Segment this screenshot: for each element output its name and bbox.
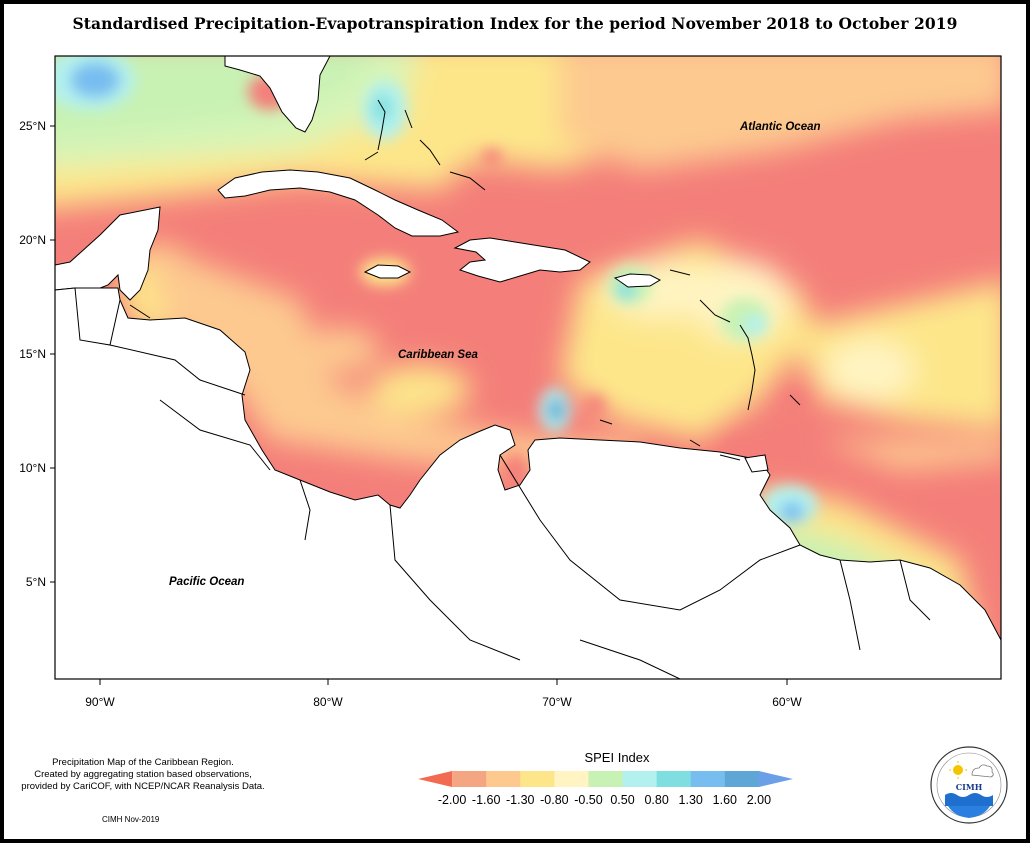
lon-label-70w: 70°W bbox=[542, 695, 572, 709]
cimh-logo: CIMH bbox=[930, 746, 1008, 824]
legend-tick: -1.30 bbox=[506, 793, 535, 807]
legend-tick-labels: -2.00 -1.60 -1.30 -0.80 -0.50 0.50 0.80 … bbox=[438, 793, 771, 807]
map-date: CIMH Nov-2019 bbox=[102, 815, 160, 824]
legend-swatch bbox=[520, 771, 555, 787]
legend-swatch bbox=[758, 771, 793, 787]
legend-tick: -2.00 bbox=[438, 793, 467, 807]
legend-tick: -0.50 bbox=[574, 793, 603, 807]
legend-swatch bbox=[724, 771, 760, 787]
legend-tick: 1.30 bbox=[679, 793, 703, 807]
cloud-icon bbox=[971, 764, 994, 778]
logo-text: CIMH bbox=[956, 782, 983, 792]
label-caribbean-sea: Caribbean Sea bbox=[398, 349, 478, 361]
lon-label-60w: 60°W bbox=[772, 695, 802, 709]
legend-swatch bbox=[452, 771, 487, 787]
waves-icon bbox=[945, 793, 993, 818]
label-pacific-ocean: Pacific Ocean bbox=[169, 576, 244, 588]
map-title: Standardised Precipitation-Evapotranspir… bbox=[72, 14, 958, 33]
label-atlantic-ocean: Atlantic Ocean bbox=[739, 121, 821, 133]
spei-field bbox=[55, 56, 1001, 679]
note-line-1: Precipitation Map of the Caribbean Regio… bbox=[52, 757, 234, 768]
legend-swatch bbox=[418, 771, 453, 787]
legend-swatch bbox=[486, 771, 521, 787]
map-notes: Precipitation Map of the Caribbean Regio… bbox=[8, 757, 278, 793]
lat-label-5n: 5°N bbox=[26, 575, 46, 589]
lat-label-15n: 15°N bbox=[19, 347, 46, 361]
legend-tick: 0.80 bbox=[644, 793, 668, 807]
legend-swatch bbox=[622, 771, 658, 787]
lon-label-80w: 80°W bbox=[313, 695, 343, 709]
legend-swatch bbox=[588, 771, 624, 787]
lat-label-25n: 25°N bbox=[19, 119, 46, 133]
lat-label-20n: 20°N bbox=[19, 233, 46, 247]
legend-title: SPEI Index bbox=[584, 750, 650, 765]
legend-swatch bbox=[554, 771, 589, 787]
lon-label-90w: 90°W bbox=[85, 695, 115, 709]
note-line-2: Created by aggregating station based obs… bbox=[34, 769, 252, 780]
legend-tick: 0.50 bbox=[610, 793, 634, 807]
legend-tick: -1.60 bbox=[472, 793, 501, 807]
lat-label-10n: 10°N bbox=[19, 461, 46, 475]
legend-colorbar bbox=[418, 771, 793, 787]
map-border bbox=[54, 55, 1002, 680]
legend-tick: -0.80 bbox=[540, 793, 569, 807]
sun-icon bbox=[949, 761, 967, 779]
note-line-3: provided by CariCOF, with NCEP/NCAR Rean… bbox=[21, 781, 265, 792]
legend-swatch bbox=[656, 771, 692, 787]
legend-tick: 1.60 bbox=[713, 793, 737, 807]
legend-swatch bbox=[690, 771, 726, 787]
legend-tick: 2.00 bbox=[747, 793, 771, 807]
